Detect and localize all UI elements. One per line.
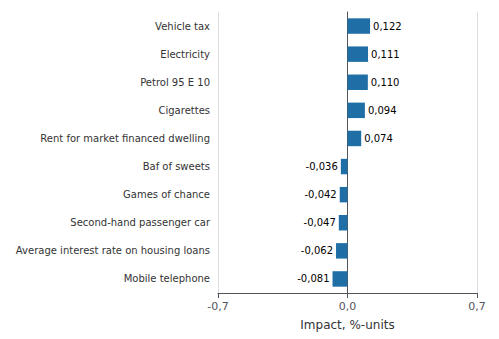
svg-text:0,094: 0,094 [368, 105, 397, 116]
svg-text:Vehicle tax: Vehicle tax [155, 21, 210, 32]
svg-text:Second-hand passenger car: Second-hand passenger car [70, 217, 211, 228]
svg-text:Average interest rate on housi: Average interest rate on housing loans [16, 245, 210, 256]
svg-text:0,110: 0,110 [371, 77, 400, 88]
svg-text:Mobile telephone: Mobile telephone [124, 273, 210, 284]
svg-text:0,111: 0,111 [371, 49, 400, 60]
svg-text:-0,062: -0,062 [301, 245, 333, 256]
svg-text:-0,042: -0,042 [304, 189, 336, 200]
svg-text:0,7: 0,7 [468, 300, 486, 313]
svg-text:Games of chance: Games of chance [123, 189, 210, 200]
svg-text:Baf of sweets: Baf of sweets [143, 161, 210, 172]
svg-text:-0,047: -0,047 [304, 217, 336, 228]
svg-text:-0,081: -0,081 [297, 273, 329, 284]
svg-text:Cigarettes: Cigarettes [159, 105, 210, 116]
svg-text:Electricity: Electricity [160, 49, 210, 60]
svg-text:Petrol 95 E 10: Petrol 95 E 10 [140, 77, 210, 88]
svg-text:0,0: 0,0 [339, 300, 357, 313]
svg-text:0,074: 0,074 [364, 133, 393, 144]
svg-text:0,122: 0,122 [373, 21, 402, 32]
svg-text:-0,7: -0,7 [207, 300, 228, 313]
svg-text:Impact, %-units: Impact, %-units [300, 318, 394, 332]
svg-text:Rent for market financed dwell: Rent for market financed dwelling [40, 133, 210, 144]
svg-text:-0,036: -0,036 [306, 161, 338, 172]
